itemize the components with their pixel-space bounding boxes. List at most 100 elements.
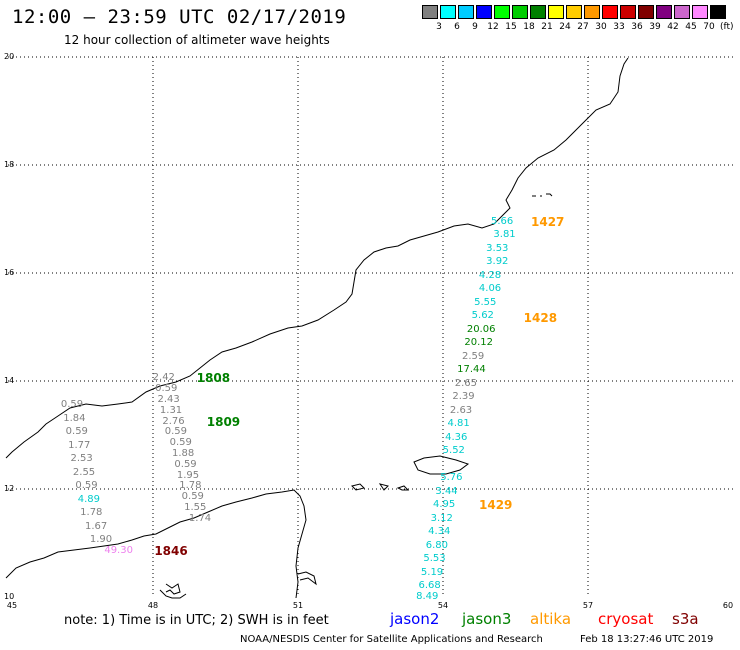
legend-swatch	[458, 5, 474, 19]
longitude-label: 57	[582, 601, 594, 610]
legend-swatch	[512, 5, 528, 19]
legend-label: 24	[559, 22, 571, 32]
wave-height-value: 0.59	[169, 437, 192, 449]
wave-height-value: 5.55	[474, 296, 497, 308]
longitude-label: 51	[292, 601, 304, 610]
socotra-island	[413, 455, 470, 475]
legend-swatch	[620, 5, 636, 19]
wave-height-value: 2.65	[454, 377, 478, 389]
wave-height-value: 1.78	[80, 507, 103, 519]
wave-height-value: 5.62	[471, 310, 494, 322]
wave-height-value: 2.39	[452, 391, 475, 403]
wave-height-value: 1.77	[68, 439, 91, 451]
latitude-label: 16	[4, 268, 15, 277]
legend-swatch	[656, 5, 672, 19]
wave-height-value: 4.34	[428, 526, 451, 538]
generated-timestamp: Feb 18 13:27:46 UTC 2019	[580, 634, 714, 645]
legend-swatch	[548, 5, 564, 19]
legend-label: 9	[472, 22, 478, 32]
wave-height-value: 4.06	[478, 283, 502, 295]
legend-swatch	[584, 5, 600, 19]
pass-time-label: 1428	[523, 311, 558, 326]
legend-swatch	[710, 5, 726, 19]
wave-height-value: 20.12	[464, 337, 494, 349]
wave-height-value: 8.49	[416, 591, 439, 602]
legend-swatch	[692, 5, 708, 19]
ras-hafun	[297, 571, 317, 586]
wave-height-value: 2.59	[462, 350, 485, 362]
wave-height-value: 3.92	[486, 256, 509, 268]
wave-height-value: 1.84	[63, 412, 86, 424]
wave-height-value: 2.53	[70, 453, 93, 465]
wave-height-value: 3.81	[493, 229, 516, 241]
wave-height-value: 5.66	[491, 215, 514, 227]
legend-swatch	[530, 5, 546, 19]
legend-swatch	[602, 5, 618, 19]
latitude-label: 20	[4, 52, 15, 61]
pass-time-label: 1808	[196, 371, 231, 386]
islet	[396, 485, 410, 491]
page-title: 12:00 — 23:59 UTC 02/17/2019	[12, 6, 347, 28]
legend-label: 70	[703, 22, 715, 32]
wave-height-value: 0.59	[174, 458, 197, 470]
arabian-coastline	[5, 57, 629, 459]
wave-height-value: 4.89	[77, 493, 101, 505]
wave-height-value: 0.59	[60, 399, 84, 411]
somali-coastline	[5, 489, 307, 599]
page-subtitle: 12 hour collection of altimeter wave hei…	[64, 33, 330, 47]
islet	[378, 483, 389, 491]
wave-height-value: 4.36	[445, 431, 468, 443]
wave-height-value: 6.80	[425, 539, 449, 551]
legend-unit: (ft)	[720, 22, 734, 32]
latitude-label: 10	[4, 592, 15, 601]
wave-height-value: 1.67	[85, 520, 108, 532]
wave-height-value: 2.63	[449, 404, 473, 416]
wave-height-value: 5.53	[423, 553, 446, 565]
mission-s3a: s3a	[672, 610, 699, 628]
islet	[351, 483, 365, 491]
longitude-label: 48	[147, 601, 159, 610]
pass-time-label: 1846	[154, 544, 188, 559]
wave-height-value: 0.59	[181, 491, 204, 503]
graticule	[8, 56, 733, 597]
legend-label: 36	[631, 22, 643, 32]
legend-swatch	[422, 5, 438, 19]
legend-swatch	[440, 5, 456, 19]
legend-label: 6	[454, 22, 460, 32]
wave-height-value: 0.59	[155, 383, 178, 395]
wave-height-value: 17.44	[457, 364, 486, 376]
wave-height-value: 2.76	[162, 415, 185, 427]
wave-height-value: 2.43	[157, 393, 180, 405]
credit-line: NOAA/NESDIS Center for Satellite Applica…	[240, 634, 543, 645]
legend-label: 18	[523, 22, 535, 32]
wave-height-value: 1.95	[176, 469, 200, 481]
wave-height-value: 1.74	[188, 512, 212, 524]
wave-height-value: 1.90	[89, 534, 113, 546]
wave-height-value: 1.31	[159, 404, 183, 416]
kuria-muria-islands	[532, 193, 553, 197]
wave-height-value: 2.55	[72, 466, 96, 478]
legend-label: 30	[595, 22, 607, 32]
wave-height-value: 5.52	[442, 445, 465, 457]
legend-label: 21	[541, 22, 553, 32]
wave-height-value: 4.81	[447, 418, 470, 430]
mission-jason3: jason3	[462, 610, 512, 628]
wave-height-value: 1.78	[179, 480, 202, 492]
wave-height-value: 3.53	[486, 242, 509, 254]
wave-height-value: 4.95	[433, 499, 456, 511]
mission-altika: altika	[530, 610, 572, 628]
wave-height-value: 3.44	[435, 485, 458, 497]
wave-height-value: 0.59	[75, 480, 98, 492]
latitude-label: 14	[4, 376, 15, 385]
pass-time-label: 1429	[479, 498, 513, 513]
footer-note: note: 1) Time is in UTC; 2) SWH is in fe…	[64, 613, 329, 628]
wave-height-value: 5.19	[420, 566, 444, 578]
wave-height-value: 5.76	[440, 472, 463, 484]
legend-label: 27	[577, 22, 589, 32]
legend-label: 45	[685, 22, 697, 32]
legend-swatch	[674, 5, 690, 19]
legend-swatch	[566, 5, 582, 19]
wave-height-value: 3.12	[430, 512, 453, 524]
wave-height-value: 49.30	[104, 545, 133, 557]
